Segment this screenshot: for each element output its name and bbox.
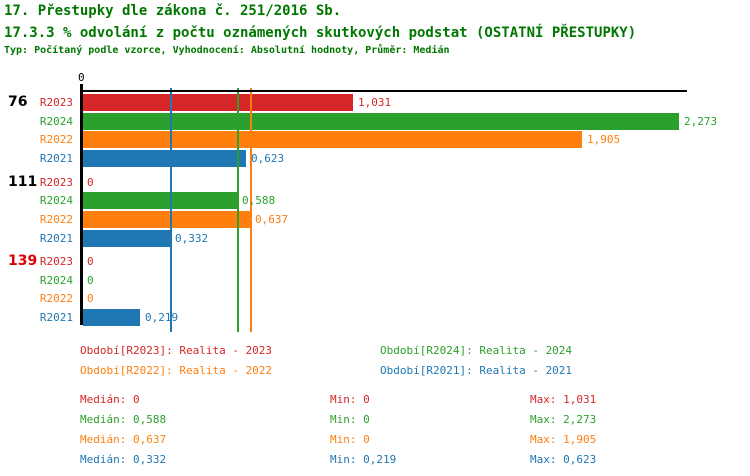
value-label: 1,031 xyxy=(358,96,392,109)
value-label: 0,623 xyxy=(251,152,285,165)
stat-max: Max: 1,031 xyxy=(530,393,597,406)
legend-item: Období[R2022]: Realita - 2022 xyxy=(80,364,273,377)
series-label: R2021 xyxy=(39,152,73,165)
series-label: R2023 xyxy=(39,176,73,189)
y-axis-line xyxy=(80,84,83,325)
series-label: R2023 xyxy=(39,255,73,268)
group-label: 111 xyxy=(8,173,38,190)
legend: Období[R2023]: Realita - 2023 Období[R202… xyxy=(80,341,700,381)
stat-min: Min: 0 xyxy=(330,413,370,426)
bar-R2021 xyxy=(83,230,170,247)
stat-min: Min: 0 xyxy=(330,433,370,446)
series-label: R2021 xyxy=(39,311,73,324)
stat-max: Max: 2,273 xyxy=(530,413,597,426)
bar-R2021 xyxy=(83,150,246,167)
stat-max: Max: 0,623 xyxy=(530,453,597,466)
series-label: R2022 xyxy=(39,292,73,305)
series-label: R2022 xyxy=(39,133,73,146)
series-label: R2023 xyxy=(39,96,73,109)
value-label: 0,588 xyxy=(242,194,276,207)
value-label: 0 xyxy=(87,176,94,189)
stats-table: Medián: 0 Min: 0 Max: 1,031 Medián: 0,588 Mi… xyxy=(80,390,720,470)
bar-R2024 xyxy=(83,192,237,209)
report-meta-line: Typ: Počítaný podle vzorce, Vyhodnocení:… xyxy=(4,45,450,56)
value-label: 0 xyxy=(87,292,94,305)
bar-chart: 0 76 R2023 1,031 R2024 2,273 R2022 1,905 R2021 0… xyxy=(0,70,750,340)
median-line-R2024 xyxy=(237,88,239,332)
value-label: 2,273 xyxy=(684,115,718,128)
bar-R2022 xyxy=(83,211,250,228)
stat-median: Medián: 0,588 xyxy=(80,413,167,426)
stat-min: Min: 0,219 xyxy=(330,453,397,466)
value-label: 1,905 xyxy=(587,133,621,146)
group-label: 139 xyxy=(8,253,38,269)
legend-item: Období[R2024]: Realita - 2024 xyxy=(380,344,573,357)
value-label: 0,219 xyxy=(145,311,179,324)
bar-R2022 xyxy=(83,131,582,148)
page-title: 17. Přestupky dle zákona č. 251/2016 Sb. xyxy=(4,3,342,19)
x-axis-line xyxy=(80,90,687,92)
stat-median: Medián: 0,332 xyxy=(80,453,167,466)
legend-item: Období[R2021]: Realita - 2021 xyxy=(380,364,573,377)
bar-R2024 xyxy=(83,113,679,130)
legend-item: Období[R2023]: Realita - 2023 xyxy=(80,344,273,357)
series-label: R2024 xyxy=(39,115,73,128)
stat-median: Medián: 0,637 xyxy=(80,433,167,446)
value-label: 0 xyxy=(87,255,94,268)
group-label: 76 xyxy=(8,94,28,110)
stat-max: Max: 1,905 xyxy=(530,433,597,446)
stat-median: Medián: 0 xyxy=(80,393,140,406)
page-subtitle: 17.3.3 % odvolání z počtu oznámených sku… xyxy=(4,25,637,41)
x-axis-tick-zero: 0 xyxy=(78,71,85,84)
value-label: 0 xyxy=(87,274,94,287)
median-line-R2022 xyxy=(250,88,252,332)
stat-min: Min: 0 xyxy=(330,393,370,406)
bar-R2023 xyxy=(83,94,353,111)
bar-R2021 xyxy=(83,309,140,326)
median-line-R2021 xyxy=(170,88,172,332)
series-label: R2024 xyxy=(39,194,73,207)
series-label: R2022 xyxy=(39,213,73,226)
series-label: R2021 xyxy=(39,232,73,245)
value-label: 0,332 xyxy=(175,232,209,245)
series-label: R2024 xyxy=(39,274,73,287)
value-label: 0,637 xyxy=(255,213,289,226)
